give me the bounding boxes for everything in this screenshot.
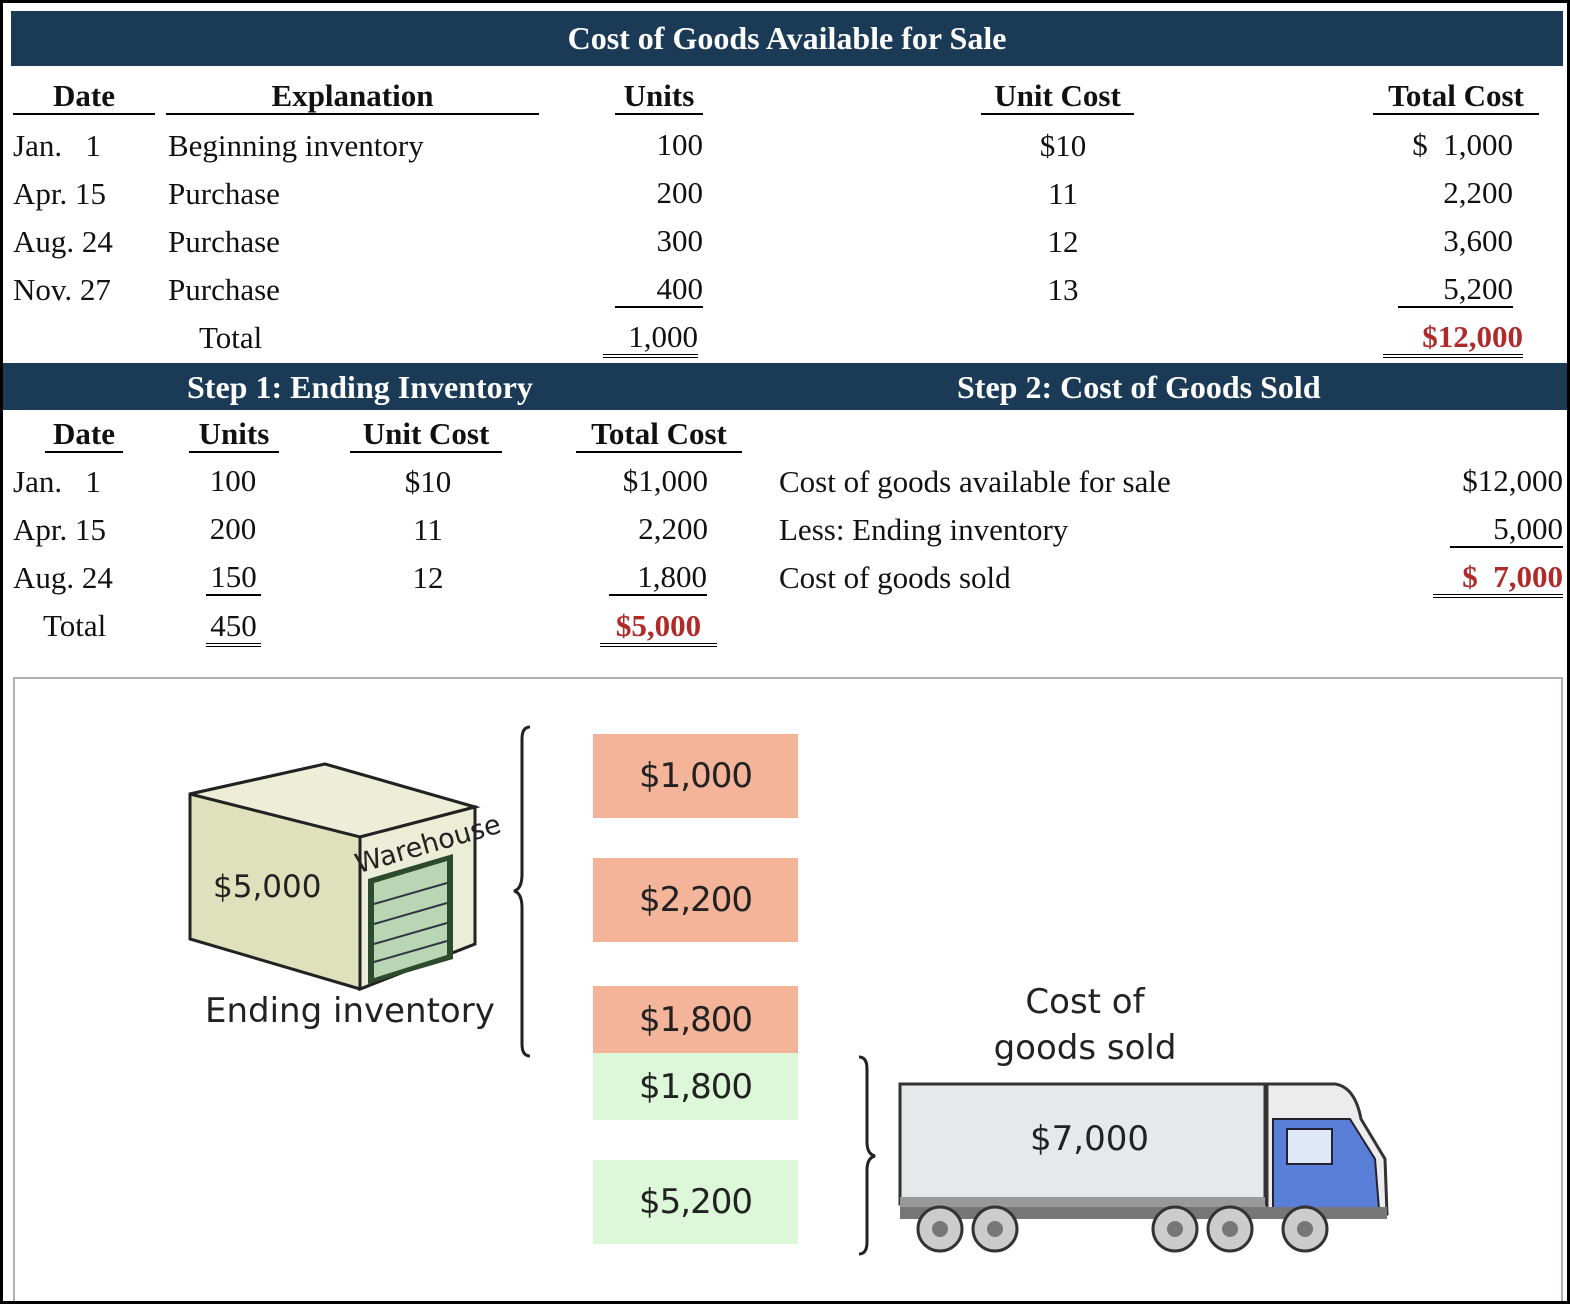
row-explanation: Purchase: [168, 272, 280, 307]
row-unit-cost: 11: [1048, 176, 1078, 211]
top-total-label: Total: [199, 320, 263, 355]
step1-title: Step 1: Ending Inventory: [187, 369, 533, 405]
step1-row-total-cost: $1,000: [622, 463, 708, 498]
cogs-brace: [858, 1055, 876, 1256]
step1-header-date: Date: [45, 417, 123, 453]
step2-row-value: $ 7,000: [1433, 560, 1563, 598]
row-date: Nov. 27: [13, 272, 111, 307]
step1-header-total-cost: Total Cost: [576, 417, 742, 453]
cogs-caption: Cost of goods sold: [975, 979, 1195, 1071]
cogs-caption-line2: goods sold: [993, 1028, 1177, 1068]
row-units: 200: [656, 175, 704, 210]
step1-header-units: Units: [189, 417, 279, 453]
cost-layer-box: $1,800: [593, 986, 798, 1053]
row-total-cost: 3,600: [1443, 223, 1513, 258]
step1-row-date: Jan. 1: [13, 464, 101, 499]
steps-header-bar: Step 1: Ending Inventory Step 2: Cost of…: [3, 363, 1567, 410]
truck-icon: [898, 1082, 1389, 1253]
step2-row-value: $12,000: [1462, 463, 1563, 498]
section-title-goods-available: Cost of Goods Available for Sale: [11, 11, 1563, 66]
cost-layer-box: $1,000: [593, 734, 798, 818]
step1-row-units: 200: [209, 511, 257, 546]
step2-row-label: Cost of goods available for sale: [779, 464, 1171, 499]
step1-row-unit-cost: $10: [404, 464, 452, 499]
fifo-diagram: $5,000 Warehouse Ending inventory $1,000…: [13, 677, 1563, 1301]
step1-row-unit-cost: 12: [412, 560, 444, 595]
cost-layer-box: $2,200: [593, 858, 798, 942]
row-units: 100: [656, 127, 704, 162]
cost-layer-box: $5,200: [593, 1160, 798, 1244]
step2-row-value: 5,000: [1450, 512, 1563, 548]
step1-total-cost: $5,000: [600, 609, 717, 647]
row-explanation: Purchase: [168, 176, 280, 211]
row-explanation: Beginning inventory: [168, 128, 424, 163]
row-total-cost: 2,200: [1443, 175, 1513, 210]
step2-row-label: Cost of goods sold: [779, 560, 1011, 595]
step1-row-units: 100: [209, 463, 257, 498]
step2-title: Step 2: Cost of Goods Sold: [957, 369, 1321, 405]
warehouse-caption: Ending inventory: [205, 991, 495, 1031]
row-date: Apr. 15: [13, 176, 106, 211]
row-date: Aug. 24: [13, 224, 113, 259]
col-header-unit-cost: Unit Cost: [981, 79, 1134, 115]
cogs-caption-line1: Cost of: [1025, 982, 1145, 1022]
step1-row-unit-cost: 11: [413, 512, 443, 547]
step1-row-total-cost: 1,800: [609, 560, 707, 596]
step1-header-unit-cost: Unit Cost: [350, 417, 502, 453]
top-total-cost: $12,000: [1383, 320, 1523, 358]
step1-total-units: 450: [206, 609, 261, 647]
col-header-date: Date: [13, 79, 155, 115]
step1-row-date: Apr. 15: [13, 512, 106, 547]
warehouse-value: $5,000: [213, 869, 322, 905]
warehouse-icon: [188, 762, 481, 992]
row-units: 300: [656, 223, 704, 258]
row-unit-cost: 12: [1047, 224, 1079, 259]
truck-value: $7,000: [1030, 1119, 1149, 1159]
step1-total-label: Total: [43, 608, 107, 643]
col-header-units: Units: [615, 79, 703, 115]
row-unit-cost: $10: [1039, 128, 1087, 163]
row-unit-cost: 13: [1047, 272, 1079, 307]
col-header-explanation: Explanation: [166, 79, 539, 115]
row-total-cost: $ 1,000: [1412, 127, 1513, 162]
row-units: 400: [615, 272, 703, 308]
row-total-cost: 5,200: [1398, 272, 1513, 308]
ending-inventory-brace: [513, 725, 531, 1058]
step1-row-date: Aug. 24: [13, 560, 113, 595]
top-total-units: 1,000: [603, 320, 698, 358]
col-header-total-cost: Total Cost: [1373, 79, 1539, 115]
step1-row-units: 150: [206, 560, 261, 596]
step1-row-total-cost: 2,200: [638, 511, 708, 546]
cost-layer-box: $1,800: [593, 1053, 798, 1120]
step2-row-label: Less: Ending inventory: [779, 512, 1069, 547]
row-explanation: Purchase: [168, 224, 280, 259]
row-date: Jan. 1: [13, 128, 101, 163]
